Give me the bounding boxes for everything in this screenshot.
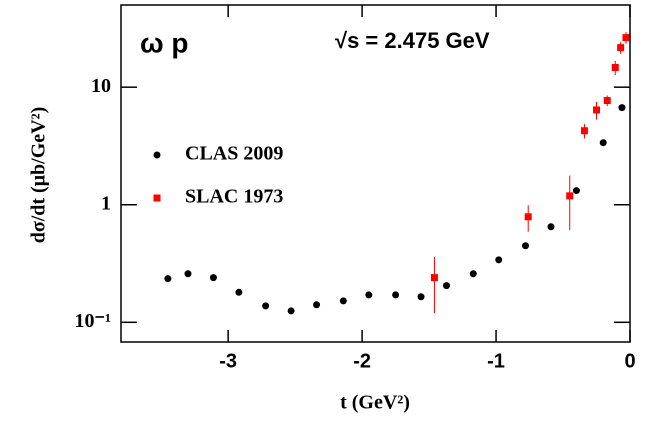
data-point xyxy=(430,274,438,282)
data-point xyxy=(618,104,626,112)
data-point xyxy=(164,275,172,283)
data-point xyxy=(580,127,588,135)
plot-frame xyxy=(120,4,631,343)
chart-title: ω p xyxy=(140,27,189,58)
data-point xyxy=(392,291,400,299)
data-point xyxy=(593,106,601,114)
annotation: √s = 2.475 GeV xyxy=(335,28,490,53)
data-point xyxy=(599,139,607,147)
data-point xyxy=(184,270,192,278)
y-tick-label: 1 xyxy=(101,192,111,214)
legend-label: CLAS 2009 xyxy=(185,143,283,165)
x-axis-label: t (GeV²) xyxy=(340,392,410,414)
legend-marker xyxy=(153,151,161,159)
data-point xyxy=(572,187,580,195)
data-point xyxy=(287,307,295,315)
data-point xyxy=(566,192,574,200)
data-point xyxy=(469,270,477,278)
data-point xyxy=(262,302,270,310)
data-point xyxy=(365,291,373,299)
data-point xyxy=(603,97,611,105)
data-point xyxy=(524,213,532,221)
data-point xyxy=(209,274,217,282)
legend-label: SLAC 1973 xyxy=(185,186,283,208)
data-point xyxy=(522,242,530,250)
x-tick-label: -2 xyxy=(353,350,371,372)
data-point xyxy=(547,223,555,231)
y-tick-label: 10⁻¹ xyxy=(74,310,111,332)
data-point xyxy=(611,64,619,72)
data-point xyxy=(417,293,425,301)
data-point xyxy=(495,256,503,264)
x-tick-label: -1 xyxy=(487,350,505,372)
x-tick-label: 0 xyxy=(624,350,635,372)
legend-marker xyxy=(153,194,161,202)
x-tick-label: -3 xyxy=(219,350,237,372)
y-tick-label: 10 xyxy=(91,75,111,97)
data-point xyxy=(617,44,625,52)
data-point xyxy=(442,282,450,290)
data-point xyxy=(622,34,630,42)
data-point xyxy=(235,288,243,296)
data-point xyxy=(313,301,321,309)
data-point xyxy=(339,297,347,305)
y-axis-label: dσ/dt (μb/GeV²) xyxy=(28,107,50,244)
